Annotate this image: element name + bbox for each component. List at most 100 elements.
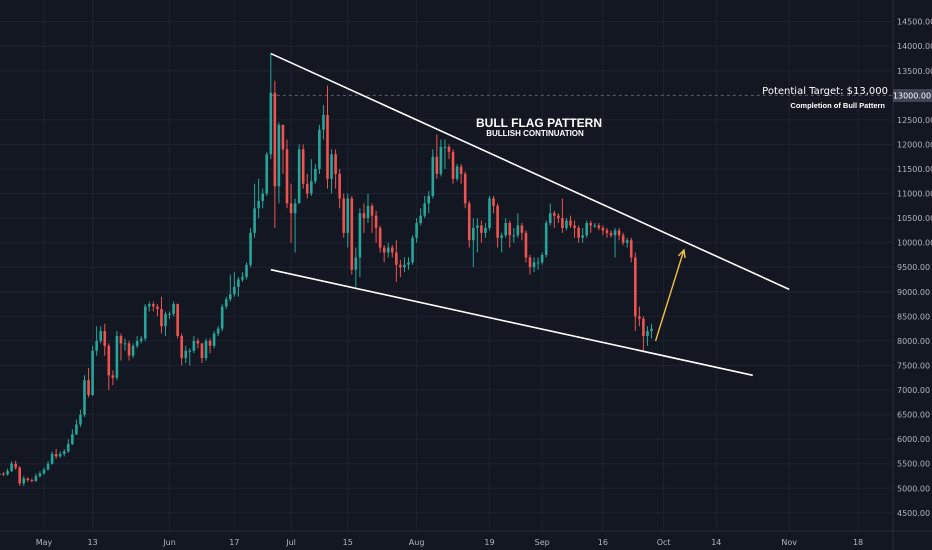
candle-up[interactable] bbox=[50, 451, 54, 465]
candle-down[interactable] bbox=[629, 237, 633, 263]
candle-down[interactable] bbox=[561, 198, 564, 233]
candle-down[interactable] bbox=[459, 164, 463, 184]
candle-down[interactable] bbox=[107, 343, 111, 391]
candle-down[interactable] bbox=[301, 144, 305, 189]
candle-up[interactable] bbox=[38, 471, 42, 478]
candle-up[interactable] bbox=[516, 213, 520, 238]
candle-down[interactable] bbox=[338, 169, 341, 209]
candle-down[interactable] bbox=[103, 323, 107, 356]
candle-down[interactable] bbox=[285, 139, 289, 209]
candle-down[interactable] bbox=[14, 460, 17, 470]
candle-up[interactable] bbox=[212, 331, 216, 349]
candle-down[interactable] bbox=[435, 134, 439, 179]
candle-down[interactable] bbox=[557, 213, 560, 224]
candle-up[interactable] bbox=[148, 301, 151, 312]
candle-up[interactable] bbox=[67, 439, 70, 453]
candle-up[interactable] bbox=[310, 159, 313, 197]
candle-up[interactable] bbox=[135, 336, 139, 349]
candle-up[interactable] bbox=[83, 375, 86, 418]
candle-down[interactable] bbox=[528, 254, 532, 275]
candle-down[interactable] bbox=[208, 338, 212, 354]
candle-up[interactable] bbox=[184, 345, 188, 364]
candle-up[interactable] bbox=[297, 144, 301, 204]
candle-up[interactable] bbox=[544, 220, 548, 258]
candle-up[interactable] bbox=[172, 301, 175, 317]
candle-up[interactable] bbox=[646, 326, 649, 346]
candle-up[interactable] bbox=[245, 262, 248, 280]
candle-up[interactable] bbox=[358, 208, 362, 278]
candle-up[interactable] bbox=[439, 139, 443, 177]
candle-up[interactable] bbox=[415, 218, 418, 243]
candle-down[interactable] bbox=[451, 149, 455, 184]
candle-down[interactable] bbox=[200, 342, 204, 364]
candle-up[interactable] bbox=[650, 323, 653, 339]
candle-up[interactable] bbox=[192, 336, 196, 354]
candle-up[interactable] bbox=[476, 218, 479, 253]
candle-down[interactable] bbox=[524, 230, 528, 263]
candle-up[interactable] bbox=[164, 311, 167, 337]
candle-up[interactable] bbox=[6, 468, 9, 476]
candle-up[interactable] bbox=[95, 326, 98, 356]
candle-down[interactable] bbox=[601, 225, 605, 236]
candle-down[interactable] bbox=[196, 338, 200, 349]
candle-up[interactable] bbox=[99, 326, 102, 344]
candle-down[interactable] bbox=[342, 193, 345, 238]
target-arrow[interactable] bbox=[654, 249, 685, 342]
candle-down[interactable] bbox=[119, 333, 123, 361]
candle-up[interactable] bbox=[79, 409, 82, 427]
candle-down[interactable] bbox=[447, 144, 451, 160]
candle-down[interactable] bbox=[127, 340, 131, 361]
candle-down[interactable] bbox=[496, 203, 499, 248]
candle-up[interactable] bbox=[0, 471, 1, 476]
candle-down[interactable] bbox=[492, 196, 495, 214]
candle-up[interactable] bbox=[253, 183, 256, 238]
candle-up[interactable] bbox=[34, 473, 38, 482]
candle-down[interactable] bbox=[176, 303, 179, 339]
candle-down[interactable] bbox=[553, 210, 556, 228]
candle-up[interactable] bbox=[354, 247, 358, 287]
lower-trendline[interactable] bbox=[270, 268, 753, 377]
candle-up[interactable] bbox=[532, 257, 536, 273]
candle-up[interactable] bbox=[75, 419, 78, 436]
candle-up[interactable] bbox=[229, 274, 232, 302]
candle-up[interactable] bbox=[188, 348, 192, 366]
candle-down[interactable] bbox=[621, 232, 625, 246]
candle-down[interactable] bbox=[617, 227, 621, 241]
candle-up[interactable] bbox=[512, 227, 516, 243]
candle-down[interactable] bbox=[520, 223, 524, 241]
candle-down[interactable] bbox=[362, 203, 366, 233]
candle-up[interactable] bbox=[233, 272, 236, 297]
candle-down[interactable] bbox=[160, 296, 163, 334]
candle-down[interactable] bbox=[605, 227, 609, 238]
candle-down[interactable] bbox=[111, 370, 115, 386]
candle-up[interactable] bbox=[224, 296, 228, 309]
candle-down[interactable] bbox=[399, 259, 402, 278]
candle-up[interactable] bbox=[216, 326, 220, 337]
candle-up[interactable] bbox=[488, 196, 491, 231]
candle-down[interactable] bbox=[30, 478, 34, 483]
candle-up[interactable] bbox=[123, 338, 127, 351]
candle-down[interactable] bbox=[180, 333, 183, 366]
candle-down[interactable] bbox=[156, 304, 159, 317]
candle-up[interactable] bbox=[585, 220, 588, 238]
candle-up[interactable] bbox=[455, 164, 459, 182]
candle-up[interactable] bbox=[540, 252, 544, 265]
candle-down[interactable] bbox=[573, 220, 576, 238]
candle-down[interactable] bbox=[638, 306, 641, 327]
candle-up[interactable] bbox=[293, 198, 297, 253]
candle-up[interactable] bbox=[581, 227, 584, 243]
candle-up[interactable] bbox=[241, 272, 244, 282]
candle-down[interactable] bbox=[374, 210, 378, 243]
upper-trendline[interactable] bbox=[270, 52, 790, 291]
candle-down[interactable] bbox=[305, 173, 309, 199]
candle-up[interactable] bbox=[613, 227, 617, 258]
candle-up[interactable] bbox=[91, 345, 94, 396]
candle-down[interactable] bbox=[2, 472, 5, 476]
candle-down[interactable] bbox=[54, 448, 58, 459]
candle-up[interactable] bbox=[277, 122, 281, 204]
candle-down[interactable] bbox=[391, 245, 394, 258]
candle-down[interactable] bbox=[569, 215, 572, 228]
candle-up[interactable] bbox=[265, 151, 269, 197]
candle-up[interactable] bbox=[504, 218, 507, 238]
candle-down[interactable] bbox=[378, 225, 382, 253]
